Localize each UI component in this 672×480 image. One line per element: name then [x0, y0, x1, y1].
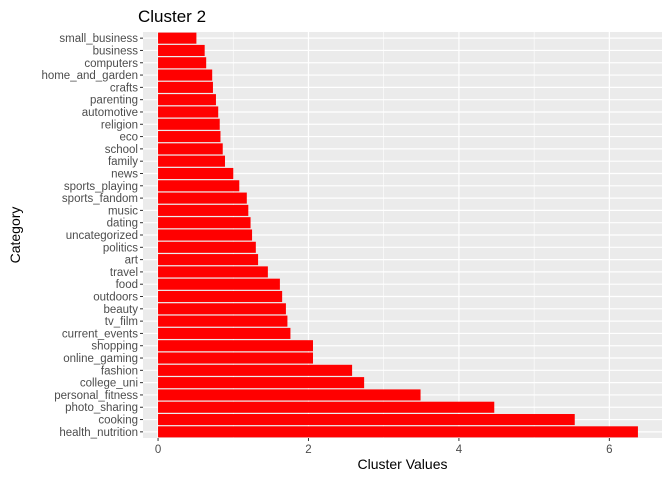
bar-home_and_garden	[158, 69, 213, 81]
y-tick-label: music	[108, 205, 138, 217]
bar-dating	[158, 217, 251, 229]
y-tick-label: beauty	[103, 304, 138, 316]
y-tick-label: dating	[107, 218, 138, 230]
y-tick-label: computers	[84, 58, 138, 70]
bar-religion	[158, 118, 220, 130]
bar-tv_film	[158, 315, 288, 327]
y-tick-label: tv_film	[105, 316, 138, 328]
bar-travel	[158, 266, 268, 278]
bar-sports_fandom	[158, 192, 247, 204]
y-tick-label: college_uni	[80, 378, 138, 390]
bar-cooking	[158, 414, 575, 426]
x-axis-ticks: 0 2 4 6	[155, 438, 613, 456]
y-tick-label: cooking	[98, 415, 138, 427]
y-tick-label: business	[93, 45, 139, 57]
y-tick-label: photo_sharing	[65, 402, 138, 414]
bar-food	[158, 278, 280, 290]
y-tick-label: sports_fandom	[62, 193, 138, 205]
y-tick-label: crafts	[110, 82, 138, 94]
y-tick-label: home_and_garden	[41, 70, 138, 82]
bar-small_business	[158, 32, 197, 44]
x-tick-label: 4	[456, 444, 463, 456]
bar-shopping	[158, 340, 313, 352]
x-tick-label: 0	[155, 444, 161, 456]
bar-current_events	[158, 327, 291, 339]
y-tick-label: school	[105, 144, 138, 156]
y-tick-label: fashion	[101, 365, 138, 377]
y-tick-label: automotive	[82, 107, 138, 119]
chart-title: Cluster 2	[138, 7, 206, 26]
y-tick-label: eco	[119, 132, 138, 144]
bar-health_nutrition	[158, 426, 638, 438]
y-tick-label: parenting	[90, 95, 138, 107]
y-tick-label: health_nutrition	[59, 427, 138, 439]
y-tick-label: current_events	[62, 328, 138, 340]
bar-school	[158, 143, 223, 155]
bar-news	[158, 167, 234, 180]
y-axis-title: Category	[7, 207, 23, 264]
y-tick-label: shopping	[91, 341, 138, 353]
y-tick-label: personal_fitness	[54, 390, 138, 402]
bar-parenting	[158, 94, 216, 106]
bar-outdoors	[158, 290, 283, 303]
bar-politics	[158, 241, 256, 253]
bar-art	[158, 254, 259, 266]
x-tick-label: 6	[606, 444, 612, 456]
bar-online_gaming	[158, 352, 313, 364]
y-tick-label: outdoors	[93, 292, 138, 304]
y-tick-label: news	[111, 168, 138, 180]
y-tick-label: small_business	[59, 33, 138, 45]
bar-business	[158, 44, 205, 56]
bar-family	[158, 155, 225, 167]
y-tick-label: uncategorized	[66, 230, 138, 242]
bar-eco	[158, 131, 221, 143]
y-tick-label: online_gaming	[63, 353, 138, 365]
y-tick-label: sports_playing	[64, 181, 138, 193]
bar-crafts	[158, 81, 213, 93]
bars	[158, 32, 638, 438]
y-tick-label: art	[125, 255, 139, 267]
bar-fashion	[158, 364, 353, 376]
y-tick-label: travel	[110, 267, 138, 279]
bar-music	[158, 204, 249, 216]
bar-beauty	[158, 303, 286, 315]
x-axis-title: Cluster Values	[357, 456, 447, 472]
bar-college_uni	[158, 377, 365, 389]
y-tick-label: religion	[101, 119, 138, 131]
bar-photo_sharing	[158, 401, 495, 413]
y-tick-label: food	[116, 279, 138, 291]
y-tick-label: politics	[103, 242, 138, 254]
x-tick-label: 2	[305, 444, 311, 456]
bar-automotive	[158, 106, 219, 118]
y-axis-ticks: health_nutritioncookingphoto_sharingpers…	[41, 33, 143, 439]
bar-sports_playing	[158, 180, 240, 192]
bar-personal_fitness	[158, 389, 421, 401]
bar-computers	[158, 57, 207, 69]
y-tick-label: family	[108, 156, 138, 168]
bar-uncategorized	[158, 229, 253, 241]
